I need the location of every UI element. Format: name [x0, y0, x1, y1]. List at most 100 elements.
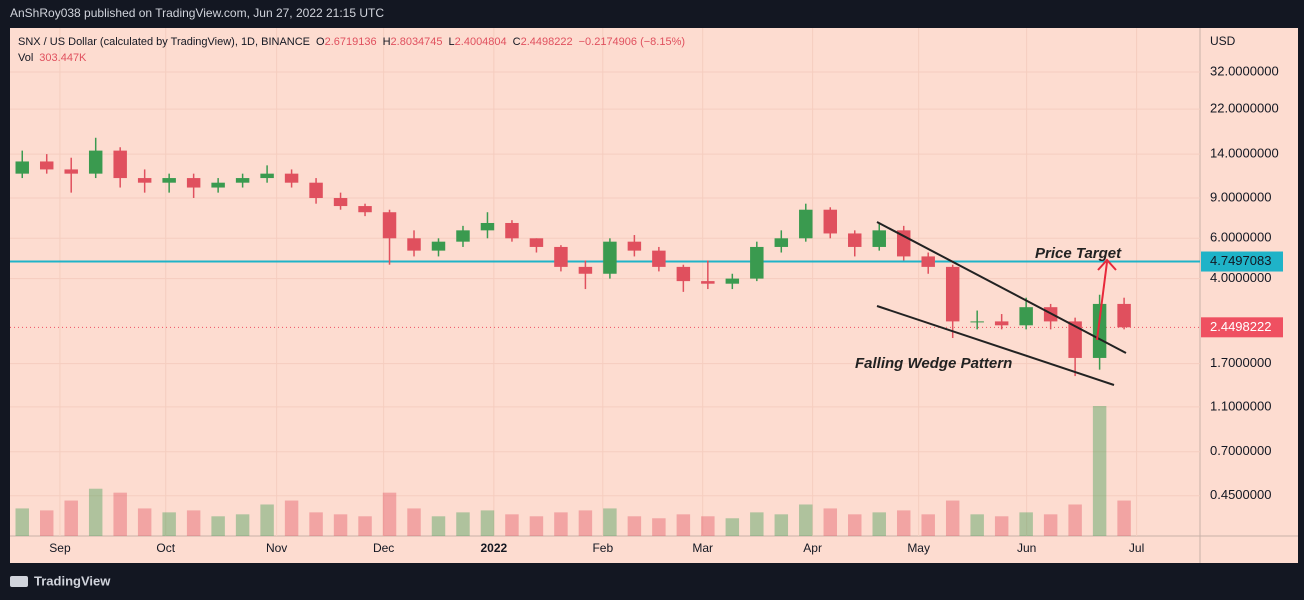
volume-bar — [701, 516, 715, 536]
wedge — [876, 221, 1127, 386]
candle-body — [1019, 307, 1033, 326]
volume-bar — [480, 510, 495, 536]
volume-bar — [823, 508, 838, 536]
candle-body — [456, 230, 470, 242]
price-axis — [1200, 28, 1298, 536]
candle-body — [505, 222, 519, 239]
volume-bar — [382, 492, 397, 536]
candle-body — [407, 238, 421, 251]
volume-bar — [113, 492, 127, 536]
volume-bar — [15, 508, 29, 536]
volume-bar — [1117, 500, 1131, 536]
y-tick-label: 1.7000000 — [1210, 355, 1271, 370]
vol-label: Vol — [18, 52, 33, 64]
x-tick-label: Apr — [803, 541, 822, 555]
low: 2.4004804 — [455, 36, 507, 48]
volume-bar — [750, 512, 764, 536]
candle-body — [113, 150, 127, 179]
candle-body — [333, 198, 348, 207]
candle-body — [676, 266, 691, 282]
candle-body — [382, 212, 397, 239]
volume-bar — [284, 500, 299, 536]
volume-bar — [627, 516, 642, 536]
candle-body — [701, 281, 715, 284]
volume-bar — [235, 514, 250, 536]
arrow-shaft — [1096, 261, 1108, 341]
y-tick-label: 1.1000000 — [1210, 398, 1271, 413]
annotation: Falling Wedge Pattern — [855, 355, 1012, 372]
volume-bar — [529, 516, 544, 536]
volume-bar — [896, 510, 911, 536]
candle-body — [235, 178, 250, 183]
candle-body — [211, 182, 225, 188]
volume-bar — [64, 500, 78, 536]
candle-body — [480, 222, 495, 231]
candle-body — [945, 266, 960, 322]
candle-body — [1068, 321, 1082, 358]
volume-bar — [162, 512, 176, 536]
axis-labels: 32.0000000 22.0000000 14.0000000 9.0000000 6… — [49, 63, 1283, 555]
arrow-head — [1097, 258, 1117, 271]
x-tick-label: Feb — [592, 541, 613, 555]
target-arrow — [1096, 258, 1117, 341]
volume-bar — [848, 514, 862, 536]
y-tick-label: 14.0000000 — [1210, 146, 1279, 161]
volume-bar — [1043, 514, 1058, 536]
candle-body — [39, 161, 54, 170]
volume-bar — [358, 516, 372, 536]
candle-body — [725, 278, 740, 284]
candle-body — [1117, 303, 1131, 328]
candle-body — [774, 238, 789, 247]
candle-body — [603, 241, 617, 274]
volume-bar — [456, 512, 470, 536]
level-label: 4.7497083 — [1210, 253, 1271, 268]
time-axis — [10, 536, 1298, 563]
legend: SNX / US Dollar (calculated by TradingVi… — [18, 36, 685, 48]
x-tick-label: Jul — [1129, 541, 1144, 555]
volume-bar — [309, 512, 323, 536]
volume-bar — [1092, 406, 1107, 536]
volume-bar — [137, 508, 152, 536]
volume-bar — [872, 512, 886, 536]
volume-bar — [945, 500, 960, 536]
candle-body — [750, 246, 764, 279]
close: 2.4498222 — [521, 36, 573, 48]
candle-body — [554, 246, 568, 267]
x-tick-label: Sep — [49, 541, 71, 555]
candle-body — [358, 206, 372, 213]
x-tick-label: Mar — [692, 541, 713, 555]
high: 2.8034745 — [391, 36, 443, 48]
volume-bar — [39, 510, 54, 536]
last-price-bg — [1201, 317, 1283, 338]
brand-logo — [10, 576, 28, 587]
publisher: AnShRoy038 published on TradingView.com,… — [10, 6, 384, 20]
volume-bar — [603, 508, 617, 536]
candle-body — [799, 209, 813, 239]
x-tick-label: Oct — [156, 541, 175, 555]
symbol: SNX / US Dollar (calculated by TradingVi… — [18, 36, 310, 48]
volume-bar — [333, 514, 348, 536]
y-tick-label: 0.4500000 — [1210, 487, 1271, 502]
volume-bar — [725, 518, 740, 536]
l-label: L — [449, 36, 455, 48]
candle-body — [652, 250, 666, 267]
candle-body — [137, 178, 152, 183]
volume-bar — [1019, 512, 1033, 536]
volume — [15, 406, 1131, 536]
volume-bar — [774, 514, 789, 536]
brand: TradingView — [34, 573, 111, 588]
volume-bar — [676, 514, 691, 536]
y-tick-label: 9.0000000 — [1210, 189, 1271, 204]
wedge-upper — [876, 221, 1127, 354]
candle-body — [15, 161, 29, 174]
o-label: O — [316, 36, 325, 48]
candle-body — [1092, 303, 1107, 358]
volume-bar — [554, 512, 568, 536]
h-label: H — [383, 36, 391, 48]
volume-bar — [652, 518, 666, 536]
candle-body — [529, 238, 544, 247]
volume-bar — [1068, 504, 1082, 536]
change: −0.2174906 (−8.15%) — [579, 36, 685, 48]
